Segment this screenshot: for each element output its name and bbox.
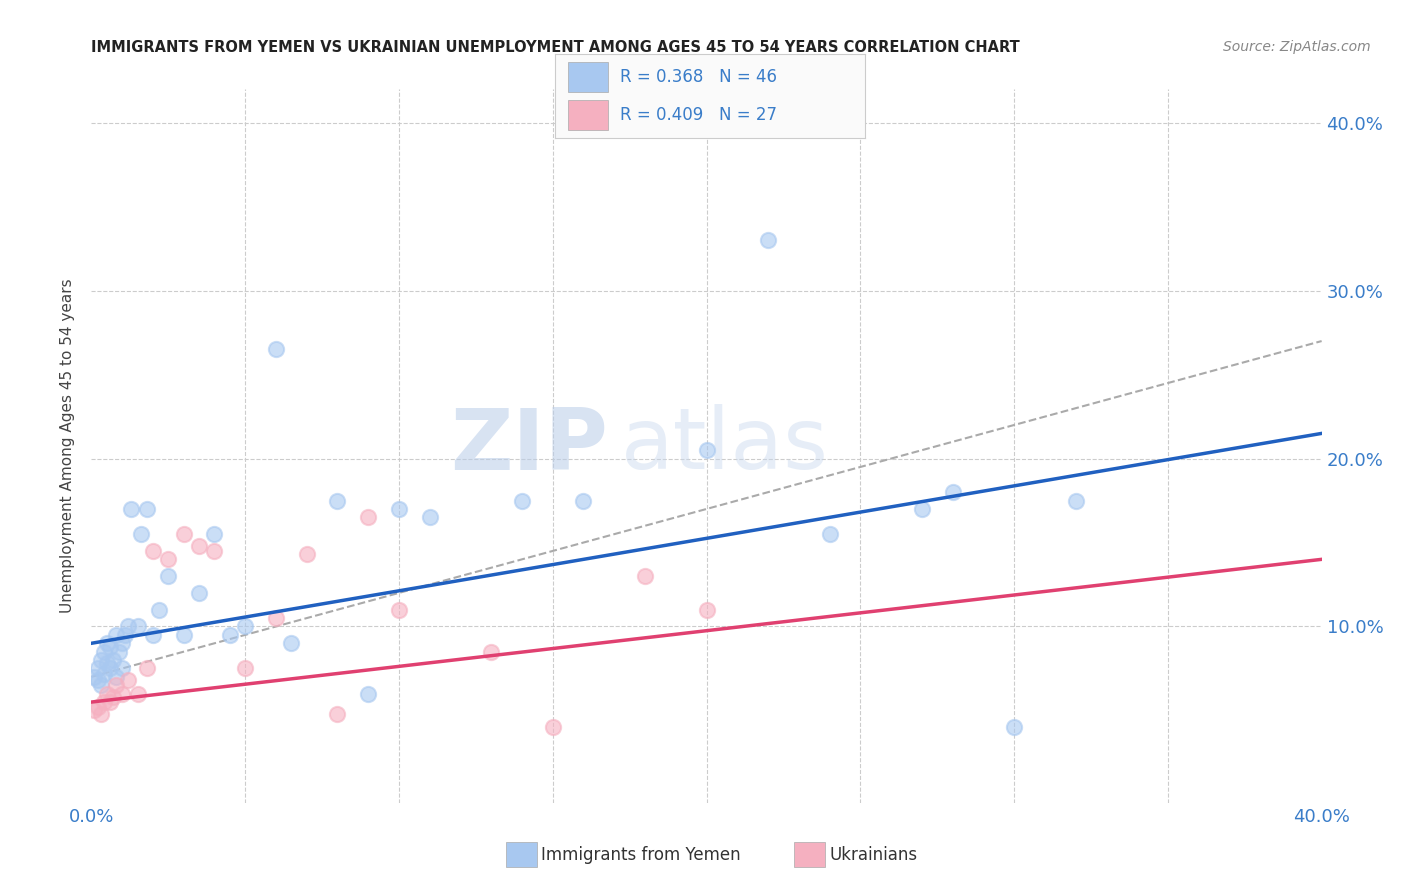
Point xyxy=(696,603,718,617)
Point xyxy=(295,547,318,561)
Point xyxy=(83,703,105,717)
Point xyxy=(188,586,211,600)
Point xyxy=(117,673,139,688)
Point xyxy=(218,628,240,642)
Point xyxy=(173,628,195,642)
Point xyxy=(90,678,112,692)
Point xyxy=(96,687,118,701)
Point xyxy=(105,678,127,692)
Point xyxy=(120,502,142,516)
Point xyxy=(117,619,139,633)
Point xyxy=(911,502,934,516)
Point xyxy=(98,661,121,675)
Point xyxy=(101,653,124,667)
Bar xyxy=(568,62,607,92)
Point xyxy=(86,673,108,688)
Point xyxy=(756,233,779,247)
Point xyxy=(127,619,149,633)
Text: IMMIGRANTS FROM YEMEN VS UKRAINIAN UNEMPLOYMENT AMONG AGES 45 TO 54 YEARS CORREL: IMMIGRANTS FROM YEMEN VS UKRAINIAN UNEMP… xyxy=(91,40,1021,55)
Point xyxy=(142,544,165,558)
Point xyxy=(942,485,965,500)
Point xyxy=(357,510,380,524)
Point xyxy=(264,343,287,357)
Point xyxy=(157,569,180,583)
Point xyxy=(233,619,256,633)
Text: Source: ZipAtlas.com: Source: ZipAtlas.com xyxy=(1223,40,1371,54)
Point xyxy=(108,645,131,659)
Text: atlas: atlas xyxy=(620,404,828,488)
Point xyxy=(111,687,134,701)
Point xyxy=(173,527,195,541)
Point xyxy=(86,661,108,675)
Point xyxy=(202,527,225,541)
Text: R = 0.368   N = 46: R = 0.368 N = 46 xyxy=(620,69,778,87)
Point xyxy=(326,706,349,721)
Point xyxy=(148,603,170,617)
Point xyxy=(357,687,380,701)
Point xyxy=(90,653,112,667)
Point xyxy=(83,670,105,684)
Point xyxy=(388,502,411,516)
Text: Ukrainians: Ukrainians xyxy=(830,846,918,863)
Point xyxy=(114,628,136,642)
Text: R = 0.409   N = 27: R = 0.409 N = 27 xyxy=(620,106,778,124)
Point xyxy=(142,628,165,642)
Point xyxy=(101,690,124,704)
Point xyxy=(419,510,441,524)
Point xyxy=(572,493,595,508)
Point xyxy=(634,569,657,583)
Point xyxy=(86,700,108,714)
Point xyxy=(127,687,149,701)
Point xyxy=(280,636,302,650)
Point xyxy=(93,666,115,681)
Point xyxy=(264,611,287,625)
Point xyxy=(90,706,112,721)
Point xyxy=(202,544,225,558)
Point xyxy=(111,636,134,650)
Bar xyxy=(568,100,607,130)
Point xyxy=(96,636,118,650)
Point xyxy=(111,661,134,675)
Text: Immigrants from Yemen: Immigrants from Yemen xyxy=(541,846,741,863)
Point xyxy=(135,502,157,516)
Point xyxy=(105,670,127,684)
Point xyxy=(326,493,349,508)
Point xyxy=(135,661,157,675)
Point xyxy=(96,657,118,671)
Point xyxy=(696,443,718,458)
Point xyxy=(93,695,115,709)
Point xyxy=(105,628,127,642)
Point xyxy=(98,695,121,709)
Text: ZIP: ZIP xyxy=(450,404,607,488)
Y-axis label: Unemployment Among Ages 45 to 54 years: Unemployment Among Ages 45 to 54 years xyxy=(60,278,76,614)
Point xyxy=(1064,493,1087,508)
Point xyxy=(157,552,180,566)
Point xyxy=(1002,720,1025,734)
Point xyxy=(129,527,152,541)
Point xyxy=(93,645,115,659)
Point xyxy=(233,661,256,675)
Point xyxy=(541,720,564,734)
Point xyxy=(818,527,841,541)
Point xyxy=(388,603,411,617)
Point xyxy=(188,539,211,553)
Point xyxy=(479,645,502,659)
Point xyxy=(98,640,121,654)
Point xyxy=(510,493,533,508)
